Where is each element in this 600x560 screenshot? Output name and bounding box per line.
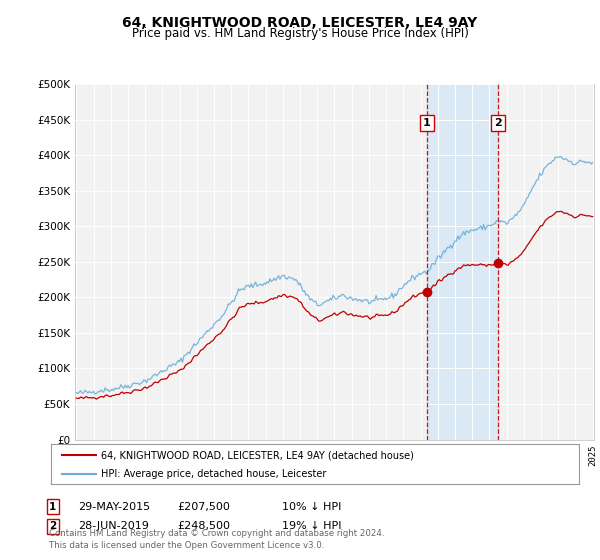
Text: £207,500: £207,500: [177, 502, 230, 512]
Text: 29-MAY-2015: 29-MAY-2015: [78, 502, 150, 512]
Text: 10% ↓ HPI: 10% ↓ HPI: [282, 502, 341, 512]
Text: Price paid vs. HM Land Registry's House Price Index (HPI): Price paid vs. HM Land Registry's House …: [131, 27, 469, 40]
Bar: [427, 84, 498, 440]
Text: Contains HM Land Registry data © Crown copyright and database right 2024.
This d: Contains HM Land Registry data © Crown c…: [49, 529, 385, 550]
Text: 1: 1: [49, 502, 56, 512]
Text: 19% ↓ HPI: 19% ↓ HPI: [282, 521, 341, 531]
Text: HPI: Average price, detached house, Leicester: HPI: Average price, detached house, Leic…: [101, 469, 326, 479]
Text: 28-JUN-2019: 28-JUN-2019: [78, 521, 149, 531]
Text: 64, KNIGHTWOOD ROAD, LEICESTER, LE4 9AY: 64, KNIGHTWOOD ROAD, LEICESTER, LE4 9AY: [122, 16, 478, 30]
Text: 64, KNIGHTWOOD ROAD, LEICESTER, LE4 9AY (detached house): 64, KNIGHTWOOD ROAD, LEICESTER, LE4 9AY …: [101, 450, 414, 460]
Text: 1: 1: [423, 118, 431, 128]
Text: 2: 2: [494, 118, 502, 128]
Text: £248,500: £248,500: [177, 521, 230, 531]
Text: 2: 2: [49, 521, 56, 531]
